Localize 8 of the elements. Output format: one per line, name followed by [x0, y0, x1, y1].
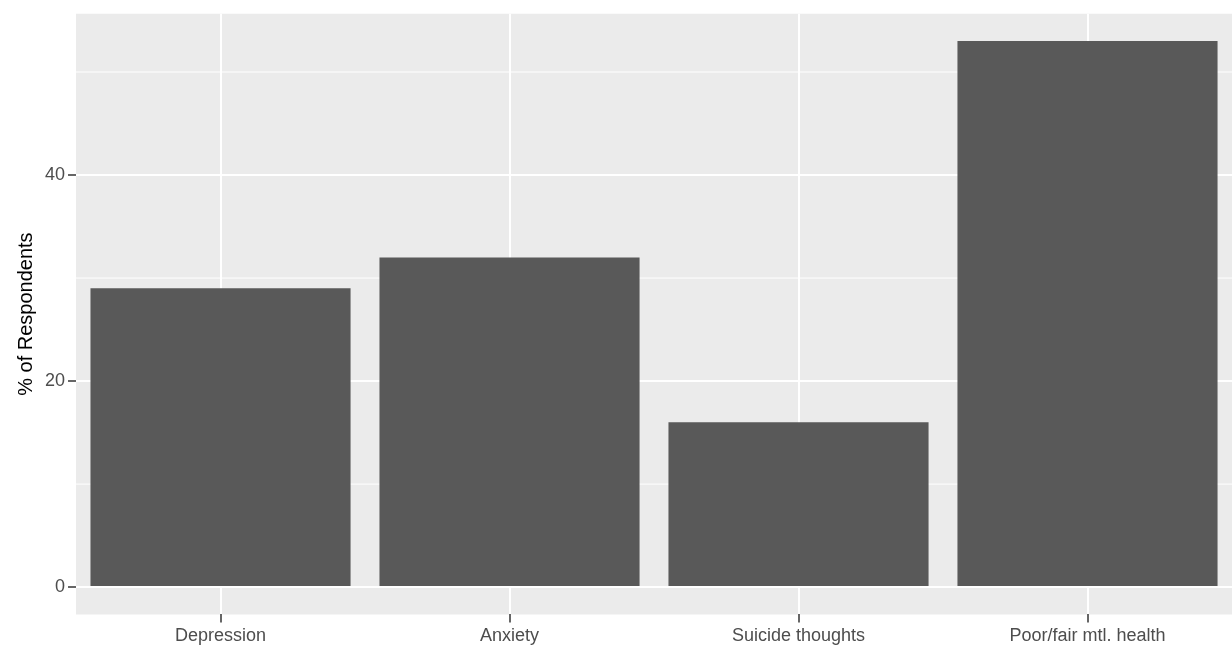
x-tick-label: Poor/fair mtl. health [1009, 625, 1166, 646]
y-tick-label: 20 [44, 370, 66, 391]
y-axis-title: % of Respondents [13, 232, 36, 396]
y-tick-label: 0 [55, 576, 66, 597]
x-tick-label: Depression [175, 625, 267, 646]
y-tick-label: 40 [44, 163, 66, 184]
x-tick-label: Suicide thoughts [731, 625, 866, 646]
x-tick-label: Anxiety [480, 625, 540, 646]
